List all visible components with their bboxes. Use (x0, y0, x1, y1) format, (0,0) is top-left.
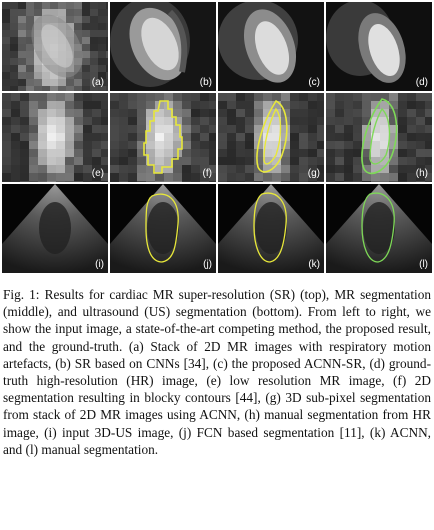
panel-g: (g) (218, 93, 324, 182)
panel-l: (l) (326, 184, 432, 273)
us-input-image (2, 184, 108, 273)
panel-label: (c) (308, 78, 320, 88)
panel-c: (c) (218, 2, 324, 91)
panel-a: (a) (2, 2, 108, 91)
panel-label: (g) (308, 169, 320, 179)
panel-f: (f) (110, 93, 216, 182)
panel-j: (j) (110, 184, 216, 273)
panel-d: (d) (326, 2, 432, 91)
panel-label: (d) (416, 78, 428, 88)
seg-2d-blocky-image (110, 93, 216, 182)
panel-label: (e) (92, 169, 104, 179)
panel-label: (j) (203, 260, 212, 270)
figure-caption: Fig. 1: Results for cardiac MR super-res… (3, 286, 431, 458)
panel-k: (k) (218, 184, 324, 273)
panel-label: (a) (92, 78, 104, 88)
caption-text: Results for cardiac MR super-resolution … (3, 287, 431, 457)
us-manual-image (326, 184, 432, 273)
panel-label: (k) (308, 260, 320, 270)
figure-grid: (a) (b) (c) (d) (2, 2, 432, 274)
panel-e: (e) (2, 93, 108, 182)
us-fcn-image (110, 184, 216, 273)
panel-label: (i) (95, 260, 104, 270)
panel-h: (h) (326, 93, 432, 182)
caption-lead: Fig. 1: (3, 287, 40, 302)
panel-b: (b) (110, 2, 216, 91)
panel-label: (f) (203, 169, 212, 179)
panel-label: (b) (200, 78, 212, 88)
panel-label: (h) (416, 169, 428, 179)
panel-i: (i) (2, 184, 108, 273)
panel-label: (l) (419, 260, 428, 270)
